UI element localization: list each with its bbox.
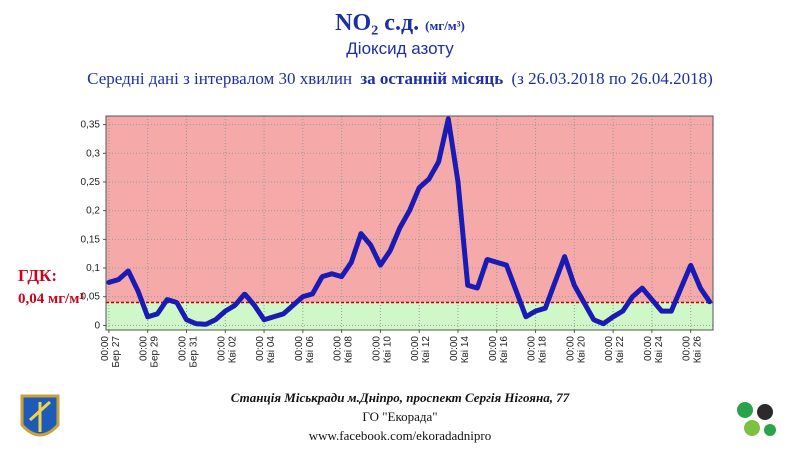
- x-tick-label: Кві 06: [305, 336, 316, 364]
- x-tick-label: Кві 08: [344, 336, 355, 364]
- x-tick-label: Кві 16: [499, 336, 510, 364]
- subtitle: Діоксид азоту: [346, 39, 454, 58]
- header: NO₂ с.д. (мг/м³) Діоксид азоту Середні да…: [0, 10, 800, 89]
- description-bold: за останній місяць: [360, 69, 504, 88]
- x-time-label: 00:00: [371, 336, 382, 361]
- link: www.facebook.com/ekoradadnipro: [308, 428, 492, 443]
- threshold-label: 0,04 мг/м³: [18, 291, 84, 307]
- x-time-label: 00:00: [255, 336, 266, 361]
- x-tick-label: Кві 10: [382, 336, 393, 364]
- data-line: [106, 116, 713, 327]
- unit: (мг/м³): [425, 18, 465, 33]
- y-tick-label: 0,1: [86, 263, 100, 274]
- x-tick-label: Кві 14: [460, 336, 471, 364]
- x-time-label: 00:00: [527, 336, 538, 361]
- x-time-label: 00:00: [139, 336, 150, 361]
- description-range: (з 26.03.2018 по 26.04.2018): [511, 69, 713, 88]
- x-time-label: 00:00: [294, 336, 305, 361]
- x-tick-label: Кві 24: [654, 336, 665, 364]
- x-time-label: 00:00: [682, 336, 693, 361]
- x-tick-label: Бер 29: [150, 336, 161, 368]
- x-tick-label: Кві 18: [538, 336, 549, 364]
- y-tick-label: 0,35: [81, 120, 101, 131]
- y-tick-label: 0,05: [81, 292, 101, 303]
- x-time-label: 00:00: [100, 336, 111, 361]
- y-tick-label: 0: [94, 320, 100, 331]
- x-time-label: 00:00: [488, 336, 499, 361]
- x-tick-label: Кві 22: [615, 336, 626, 364]
- x-time-label: 00:00: [410, 336, 421, 361]
- description: Середні дані з інтервалом 30 хвилин за о…: [0, 69, 800, 89]
- description-text: Середні дані з інтервалом 30 хвилин: [87, 69, 353, 88]
- x-tick-label: Кві 02: [227, 336, 238, 364]
- x-time-label: 00:00: [177, 336, 188, 361]
- y-tick-label: 0,2: [86, 206, 100, 217]
- x-time-label: 00:00: [216, 336, 227, 361]
- x-time-label: 00:00: [643, 336, 654, 361]
- x-tick-label: Кві 26: [693, 336, 704, 364]
- x-tick-label: Кві 04: [266, 336, 277, 364]
- threshold-title: ГДК:: [18, 266, 57, 285]
- chart-title: NO₂ с.д.: [335, 10, 420, 36]
- y-tick-label: 0,15: [81, 234, 101, 245]
- x-time-label: 00:00: [565, 336, 576, 361]
- footer: Станція Міськради м.Дніпро, проспект Сер…: [0, 388, 800, 445]
- x-tick-label: Кві 12: [421, 336, 432, 364]
- x-tick-label: Бер 27: [111, 336, 122, 368]
- station: Станція Міськради м.Дніпро, проспект Сер…: [230, 390, 570, 405]
- x-tick-label: Бер 31: [188, 336, 199, 368]
- x-time-label: 00:00: [604, 336, 615, 361]
- y-tick-label: 0,25: [81, 177, 101, 188]
- x-time-label: 00:00: [333, 336, 344, 361]
- org: ГО "Екорада": [362, 409, 438, 424]
- x-time-label: 00:00: [449, 336, 460, 361]
- y-tick-label: 0,3: [86, 148, 100, 159]
- logo-right: [737, 402, 776, 436]
- x-tick-label: Кві 20: [576, 336, 587, 364]
- logo-left: [20, 394, 60, 437]
- plot-frame: [105, 115, 714, 331]
